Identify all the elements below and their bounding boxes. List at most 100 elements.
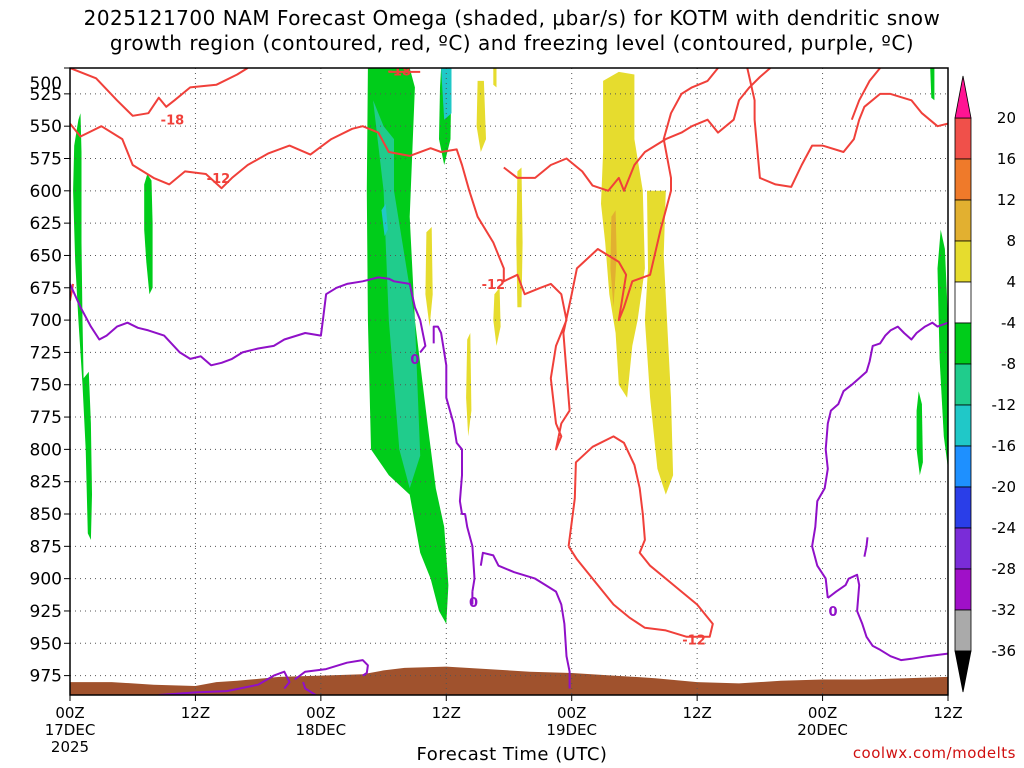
colorbar-bin <box>954 158 972 201</box>
freezing-level-contour-label: 0 <box>410 353 419 368</box>
colorbar-label: 20 <box>997 109 1016 127</box>
colorbar-top-arrow <box>954 75 972 119</box>
omega-region <box>493 287 501 346</box>
colorbar-label: -32 <box>992 601 1017 619</box>
omega-region <box>373 100 421 489</box>
colorbar-bin <box>954 281 972 324</box>
colorbar-label: -12 <box>992 396 1017 414</box>
dendritic-contour-line <box>567 435 714 638</box>
freezing-level-contour-label: 0 <box>469 596 478 611</box>
x-tick-date: 19DEC <box>546 721 597 739</box>
colorbar-label: 4 <box>1006 273 1016 291</box>
colorbar-label: 12 <box>997 191 1016 209</box>
colorbar-bin <box>954 404 972 447</box>
colorbar-label: -24 <box>992 519 1017 537</box>
colorbar-bottom-arrow <box>954 650 972 693</box>
chart-title-line-1: 2025121700 NAM Forecast Omega (shaded, μ… <box>83 6 941 30</box>
x-tick-date: 20DEC <box>797 721 848 739</box>
omega-region <box>601 71 645 398</box>
y-tick-label: 625 <box>30 214 62 234</box>
colorbar-bin <box>954 568 972 611</box>
y-tick-label: 900 <box>30 570 62 590</box>
y-tick-label: 550 <box>30 117 62 137</box>
x-tick-label: 12Z <box>181 704 210 722</box>
colorbar-bin <box>954 445 972 488</box>
colorbar-legend: 20 16 12 8 4 -4 -8 -12 -16 -20 -24 -28 -32 -36 <box>954 75 1017 693</box>
y-tick-label: 925 <box>30 602 62 622</box>
dendritic-contour-label: -12 <box>482 278 506 293</box>
dendritic-contour-line <box>850 68 881 121</box>
freezing-level-contour-line <box>811 321 948 599</box>
y-tick-label: 675 <box>30 279 62 299</box>
chart-title: 2025121700 NAM Forecast Omega (shaded, μ… <box>0 6 1024 56</box>
x-tick-date: 18DEC <box>296 721 347 739</box>
colorbar-label: -8 <box>1001 355 1016 373</box>
y-tick-label: 500 <box>30 74 62 94</box>
y-tick-label: 750 <box>30 376 62 396</box>
freezing-level-contour-line <box>827 573 948 662</box>
colorbar-label: -4 <box>1001 314 1016 332</box>
gridlines <box>70 68 948 695</box>
x-tick-label: 12Z <box>432 704 461 722</box>
omega-region <box>930 68 935 101</box>
omega-region <box>476 80 486 152</box>
omega-region <box>425 227 433 327</box>
omega-region <box>937 229 948 469</box>
colorbar-label: -16 <box>992 437 1017 455</box>
y-tick-label: 875 <box>30 537 62 557</box>
omega-region <box>381 203 388 237</box>
y-tick-label: 725 <box>30 343 62 363</box>
colorbar-label: 16 <box>997 150 1016 168</box>
colorbar-bin <box>954 363 972 406</box>
colorbar-bin <box>954 117 972 160</box>
colorbar-bin <box>954 240 972 283</box>
y-tick-label: 850 <box>30 505 62 525</box>
terrain-layer <box>70 666 948 695</box>
y-tick-label: 600 <box>30 182 62 202</box>
colorbar-label: -36 <box>992 642 1017 660</box>
plot-frame <box>69 67 949 696</box>
freezing-level-contour-line <box>479 551 571 689</box>
colorbar-bin <box>954 609 972 652</box>
dendritic-contour-label: -18 <box>388 65 412 80</box>
freezing-level-contour-line <box>863 537 869 557</box>
dendritic-growth-contours: -18 -18 -12 -12 -12 <box>70 65 948 648</box>
omega-shading-layer <box>73 68 948 624</box>
x-tick-label: 00Z <box>557 704 586 722</box>
y-tick-label: 575 <box>30 149 62 169</box>
dendritic-contour-line <box>746 68 948 188</box>
terrain-fill <box>70 666 948 695</box>
y-tick-label: 650 <box>30 246 62 266</box>
freezing-level-contour-line <box>419 319 427 354</box>
omega-region <box>144 174 153 295</box>
omega-region <box>73 113 92 540</box>
omega-region <box>916 391 923 476</box>
colorbar-bin <box>954 527 972 570</box>
freezing-level-contour-line <box>158 670 291 695</box>
y-tick-label: 775 <box>30 408 62 428</box>
dendritic-contour-label: -18 <box>161 114 185 129</box>
x-tick-label: 00Z <box>306 704 335 722</box>
freezing-level-contours: 0 0 0 <box>70 276 948 695</box>
freezing-level-contour-line <box>432 325 476 592</box>
omega-region <box>466 333 472 437</box>
x-tick-date: 17DEC <box>45 721 96 739</box>
dendritic-contour-label: -12 <box>207 172 231 187</box>
chart-title-line-2: growth region (contoured, red, ºC) and f… <box>109 31 915 55</box>
y-tick-label: 825 <box>30 473 62 493</box>
y-tick-label: 700 <box>30 311 62 331</box>
x-axis-title: Forecast Time (UTC) <box>416 744 608 765</box>
y-tick-label: 525 <box>30 85 62 105</box>
x-tick-label: 00Z <box>55 704 84 722</box>
plot-border <box>69 67 949 696</box>
dendritic-contour-label: -12 <box>682 633 706 648</box>
colorbar-bin <box>954 199 972 242</box>
y-tick-label: 950 <box>30 634 62 654</box>
dendritic-contour-line <box>70 68 249 117</box>
freezing-level-contour-line <box>70 276 422 367</box>
dendritic-contour-line <box>70 68 719 451</box>
x-tick-label: 12Z <box>933 704 962 722</box>
x-tick-label: 00Z <box>808 704 837 722</box>
